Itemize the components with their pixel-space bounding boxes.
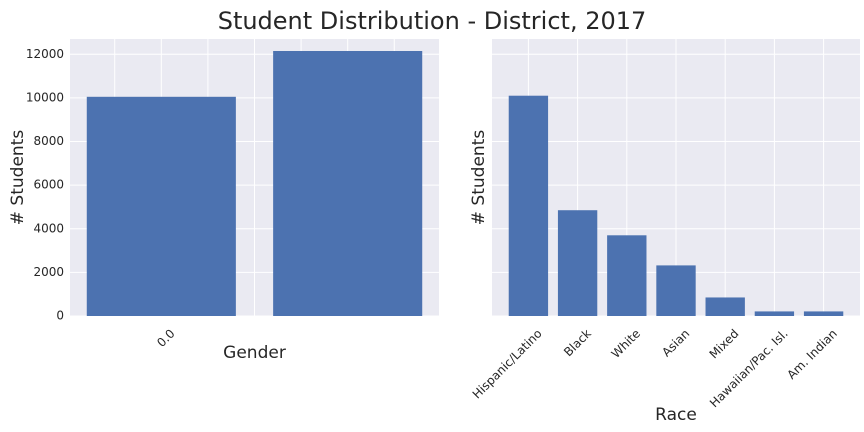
bar xyxy=(803,311,844,316)
x-tick-label: White xyxy=(609,326,644,361)
bar xyxy=(705,297,745,316)
y-tick-label: 4000 xyxy=(33,221,64,235)
y-tick-label: 6000 xyxy=(33,178,64,192)
x-axis-label: Race xyxy=(655,405,697,425)
bar xyxy=(508,95,549,316)
y-axis-label: # Students xyxy=(469,130,489,226)
bar xyxy=(656,265,696,316)
bar xyxy=(86,96,236,316)
y-axis-label: # Students xyxy=(8,130,28,226)
bar xyxy=(607,235,647,316)
x-axis-label: Gender xyxy=(223,343,286,363)
y-tick-label: 8000 xyxy=(33,134,64,148)
bar xyxy=(273,50,423,316)
race-chart-panel: Hispanic/Latino Black White Asian MixedHawai… xyxy=(469,39,860,425)
x-tick-label: Black xyxy=(561,326,594,359)
chart-title: Student Distribution - District, 2017 xyxy=(218,7,647,35)
bar xyxy=(557,210,598,316)
y-tick-label: 10000 xyxy=(26,90,64,104)
bar xyxy=(754,311,795,316)
x-tick-label: Mixed xyxy=(707,326,742,361)
y-tick-label: 0 xyxy=(56,309,64,323)
gender-chart-panel: 0 2000 4000 6000 8000 10000 12000 0.0 Gender # St… xyxy=(8,39,439,363)
x-tick-label: 0.0 xyxy=(154,326,177,349)
y-tick-label: 2000 xyxy=(33,265,64,279)
x-tick-label: Am. Indian xyxy=(784,326,840,382)
x-tick-label: Hispanic/Latino xyxy=(470,326,545,401)
x-tick-label: Asian xyxy=(659,326,692,359)
y-tick-label: 12000 xyxy=(26,47,64,61)
